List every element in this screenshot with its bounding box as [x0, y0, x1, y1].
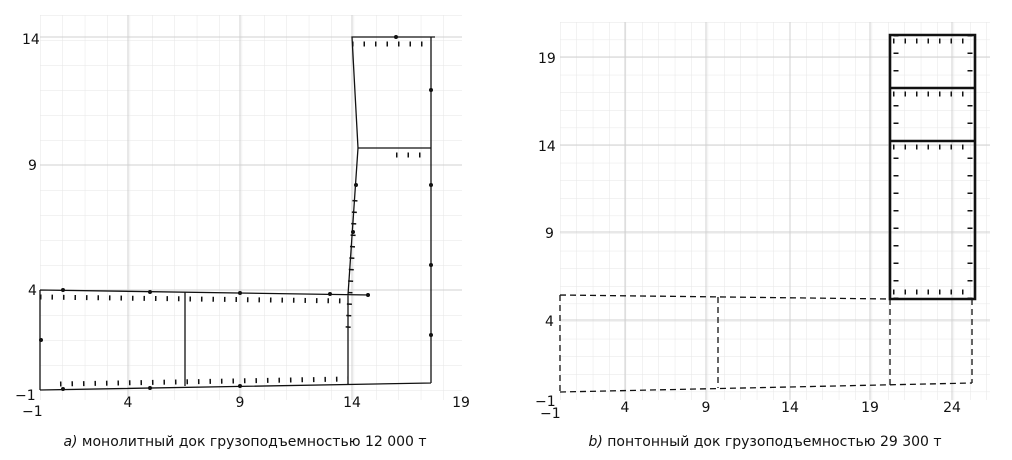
y-tick-label: 9 — [28, 158, 37, 174]
grid — [560, 22, 990, 400]
y-tick-label: 14 — [538, 139, 556, 155]
y-tick-label: −1 — [535, 394, 556, 410]
dock-outline — [559, 33, 977, 393]
x-tick-label: 4 — [124, 395, 133, 411]
grid — [40, 15, 462, 400]
y-tick-label: −1 — [15, 388, 36, 404]
x-tick-label: 19 — [452, 395, 470, 411]
y-tick-label: 19 — [538, 51, 556, 67]
y-tick-label: 4 — [545, 314, 554, 330]
dock-outline — [39, 35, 435, 391]
caption: a) монолитный док грузоподъемностью 12 0… — [63, 434, 426, 450]
x-tick-label: 14 — [781, 400, 799, 416]
x-tick-label: −1 — [540, 406, 561, 422]
x-tick-label: 9 — [236, 395, 245, 411]
x-tick-label: 4 — [621, 400, 630, 416]
x-tick-label: 9 — [702, 400, 711, 416]
x-tick-label: 24 — [943, 400, 961, 416]
x-tick-label: −1 — [22, 404, 43, 420]
panel-a: −1 4 9 14 −1 4 9 14 19 a) монолитный док… — [15, 15, 470, 450]
caption-text: монолитный док грузоподъемностью 12 000 … — [77, 434, 426, 450]
major-grid — [560, 22, 990, 400]
y-tick-label: 14 — [22, 32, 40, 48]
y-tick-label: 9 — [545, 226, 554, 242]
caption-text: понтонный док грузоподъемностью 29 300 т — [603, 434, 942, 450]
caption-label: b) — [588, 434, 602, 450]
y-tick-label: 4 — [28, 283, 37, 299]
major-grid — [40, 15, 462, 400]
x-tick-label: 14 — [343, 395, 361, 411]
x-tick-label: 19 — [861, 400, 879, 416]
caption-label: a) — [63, 434, 77, 450]
panel-b: −1 4 9 14 19 −1 4 9 14 19 24 b) понтонны… — [535, 22, 990, 450]
caption: b) понтонный док грузоподъемностью 29 30… — [588, 434, 941, 450]
